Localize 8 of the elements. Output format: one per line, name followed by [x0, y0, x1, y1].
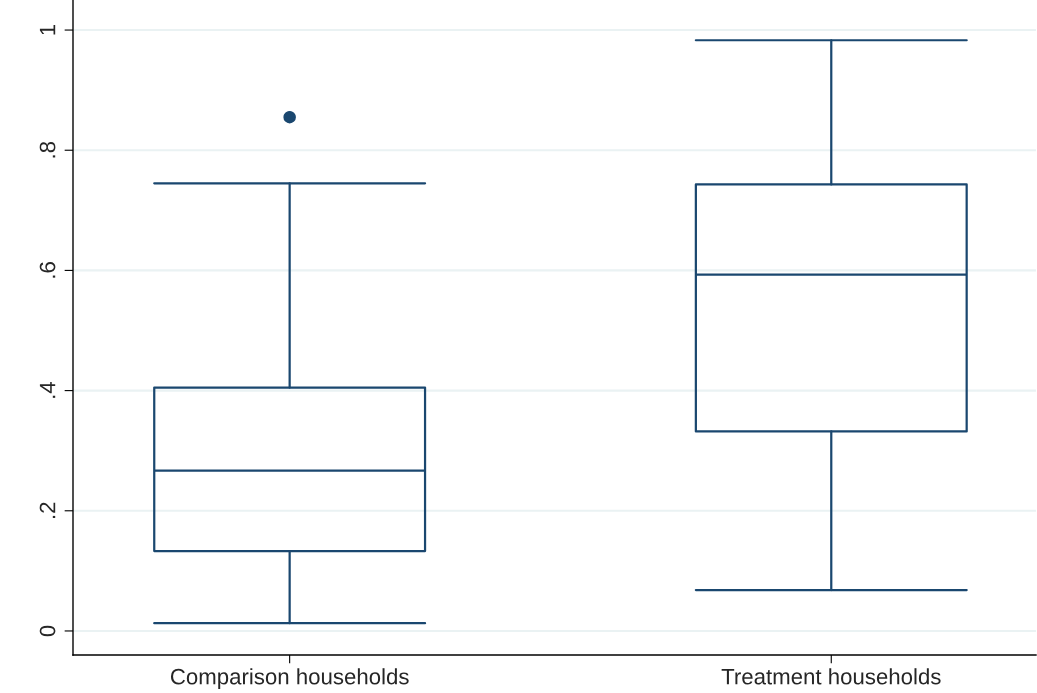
y-tick-label: 0	[39, 625, 56, 637]
y-tick-label: 1	[39, 24, 56, 35]
y-tick-label: .4	[39, 381, 56, 398]
y-tick-label: .2	[39, 502, 56, 519]
y-tick-label: .8	[39, 141, 56, 158]
x-tick-label: Comparison households	[170, 668, 409, 689]
y-tick-label: .6	[39, 262, 56, 278]
x-tick-label: Treatment households	[721, 668, 941, 685]
